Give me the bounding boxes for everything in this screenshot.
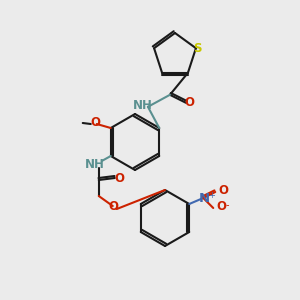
Text: O: O (109, 200, 119, 214)
Text: O: O (115, 172, 125, 184)
Text: NH: NH (133, 99, 153, 112)
Text: NH: NH (85, 158, 105, 170)
Text: O: O (218, 184, 228, 197)
Text: N: N (199, 191, 210, 205)
Text: O: O (184, 96, 194, 109)
Text: O: O (91, 116, 101, 130)
Text: O: O (216, 200, 226, 214)
Text: +: + (208, 190, 215, 200)
Text: -: - (226, 200, 229, 210)
Text: S: S (193, 42, 201, 55)
